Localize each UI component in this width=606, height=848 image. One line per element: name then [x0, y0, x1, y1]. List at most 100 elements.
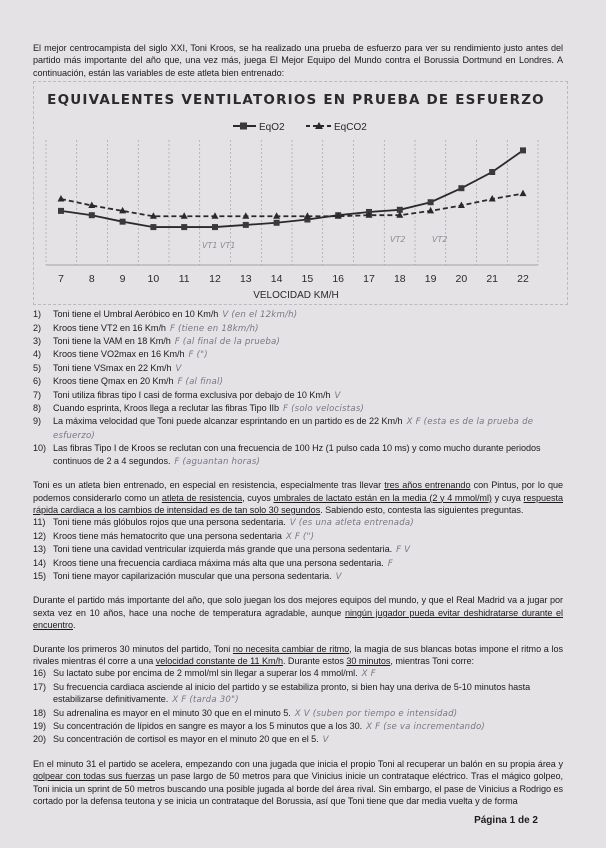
handwritten-answer: V: [322, 735, 329, 746]
question-text: Toni tiene el Umbral Aeróbico en 10 Km/h: [53, 309, 219, 320]
eqo2-point: [88, 212, 95, 219]
legend-eqco2-label: EqCO2: [334, 122, 367, 133]
series-line-eqco2: [60, 192, 524, 218]
chart-title: EQUIVALENTES VENTILATORIOS EN PRUEBA DE …: [47, 92, 545, 108]
eqo2-point: [458, 185, 465, 192]
eqo2-point: [520, 147, 526, 154]
question-number: 12): [33, 530, 46, 541]
ventilatory-chart: EQUIVALENTES VENTILATORIOS EN PRUEBA DE …: [33, 81, 568, 306]
x-tick-label: 15: [302, 273, 314, 285]
handwritten-answer: F ("): [188, 350, 208, 361]
underlined-text: tres años entrenando: [384, 480, 471, 491]
question-number: 18): [33, 707, 46, 718]
eqo2-point: [150, 224, 157, 231]
text-segment: Toni es un atleta bien entrenado, en esp…: [33, 480, 385, 491]
question-text: Kroos tiene VT2 en 16 Km/h: [53, 322, 166, 333]
text-segment: , la magia de sus blancas botas impone e…: [33, 643, 563, 666]
eqco2-point: [242, 212, 250, 219]
question-item: 1) Toni tiene el Umbral Aeróbico en 10 Km…: [33, 308, 563, 321]
question-body: Su frecuencia cardiaca asciende al inici…: [53, 681, 563, 707]
handwritten-answer: X V (suben por tiempo e intensidad): [294, 708, 458, 719]
question-text: Kroos tiene más hematocrito que una pers…: [53, 530, 282, 541]
handwritten-answer: F V: [396, 545, 411, 556]
paragraph-first-30-min: Durante los primeros 30 minutos del part…: [33, 643, 563, 668]
x-tick-label: 14: [271, 273, 283, 285]
questions-16-20: 16) Su lactato sube por encima de 2 mmol/…: [33, 667, 563, 746]
chart-svg: EQUIVALENTES VENTILATORIOS EN PRUEBA DE …: [45, 92, 545, 301]
underlined-text: umbrales de lactato están en la media (2…: [273, 492, 492, 503]
question-text: Toni tiene la VAM en 18 Km/h: [53, 336, 171, 347]
eqco2-point: [334, 212, 342, 219]
plot-area: 7 8 9 10 11 12 13 14 15 16 17 18 19 20 21 22: [45, 140, 539, 285]
text-segment: En el minuto 31 el partido se acelera, e…: [33, 758, 563, 769]
handwritten-answer: V: [175, 363, 182, 374]
question-item: 4) Kroos tiene VO2max en 16 Km/h F ("): [33, 348, 563, 361]
handwritten-vt2: VT2: [390, 235, 405, 244]
question-item: 6) Kroos tiene Qmax en 20 Km/h F (al final…: [33, 375, 563, 388]
x-tick-label: 22: [517, 273, 529, 285]
question-text: Cuando esprinta, Kroos llega a reclutar …: [53, 403, 280, 414]
question-number: 19): [33, 721, 46, 731]
series-line-eqo2: [60, 149, 524, 229]
question-item: 17) Su frecuencia cardiaca asciende al in…: [33, 681, 563, 707]
question-number: 3): [33, 336, 41, 347]
question-text: Toni tiene mayor capilarización muscular…: [53, 570, 332, 581]
questions-1-10: 1) Toni tiene el Umbral Aeróbico en 10 Km…: [33, 308, 563, 468]
question-body: La máxima velocidad que Toni puede alcan…: [53, 415, 563, 442]
x-tick-label: 7: [58, 273, 64, 285]
x-tick-label: 10: [148, 273, 160, 285]
eqco2-point: [457, 201, 465, 209]
underlined-text: velocidad constante de 11 Km/h: [155, 655, 283, 666]
legend-eqo2-label: EqO2: [259, 122, 285, 133]
x-tick-label: 9: [120, 273, 126, 285]
eqco2-point: [396, 211, 404, 218]
question-body: Toni tiene la VAM en 18 Km/h F (al final …: [53, 335, 563, 348]
handwritten-answer: X F ("): [285, 531, 315, 542]
x-tick-label: 11: [179, 273, 190, 285]
handwritten-vt2-second: VT2: [432, 235, 447, 244]
eqco2-point: [303, 212, 311, 219]
eqo2-point: [242, 222, 249, 229]
question-body: Toni tiene más glóbulos rojos que una pe…: [53, 516, 563, 529]
eqo2-point: [212, 224, 218, 231]
question-item: 14) Kroos tiene una frecuencia cardiaca m…: [33, 557, 563, 570]
handwritten-answer: X F (esta es de la prueba de esfuerzo): [53, 417, 534, 441]
question-body: Kroos tiene Qmax en 20 Km/h F (al final): [53, 375, 563, 388]
paragraph-athlete: Toni es un atleta bien entrenado, en esp…: [33, 479, 563, 516]
handwritten-answer: F (al final de la prueba): [174, 337, 281, 348]
text-segment: .: [73, 620, 76, 631]
question-item: 13) Toni tiene una cavidad ventricular iz…: [33, 543, 563, 556]
x-tick-label: 8: [89, 273, 95, 285]
question-item: 19) Su concentración de lípidos en sangre…: [33, 720, 563, 733]
question-number: 14): [33, 557, 46, 568]
handwritten-answer: X F (se va incrementando): [366, 722, 485, 732]
eqo2-point: [304, 216, 311, 223]
question-text: Toni tiene una cavidad ventricular izqui…: [53, 544, 393, 555]
question-item: 18) Su adrenalina es mayor en el minuto 3…: [33, 707, 563, 720]
question-number: 13): [33, 544, 46, 555]
legend-eqo2-marker: [240, 122, 247, 130]
eqco2-point: [88, 201, 96, 209]
question-number: 7): [33, 389, 41, 400]
question-number: 16): [33, 668, 46, 679]
question-number: 20): [33, 734, 46, 745]
question-item: 11) Toni tiene más glóbulos rojos que una…: [33, 516, 563, 529]
question-body: Toni tiene mayor capilarización muscular…: [53, 570, 563, 583]
handwritten-answer: F (solo velocistas): [283, 404, 365, 415]
question-number: 1): [33, 309, 41, 320]
question-text: Su adrenalina es mayor en el minuto 30 q…: [53, 707, 291, 718]
text-segment: , mientras Toni corre:: [390, 655, 475, 666]
question-body: Su adrenalina es mayor en el minuto 30 q…: [53, 707, 563, 720]
eqco2-point: [180, 212, 188, 219]
eqo2-point: [273, 219, 280, 226]
handwritten-answer: V (en el 12km/h): [222, 310, 298, 321]
handwritten-answer: X F (tarda 30"): [172, 695, 239, 706]
handwritten-answer: X F: [361, 669, 376, 680]
eqco2-point: [149, 212, 157, 219]
question-item: 8) Cuando esprinta, Kroos llega a recluta…: [33, 402, 563, 415]
question-body: Toni tiene una cavidad ventricular izqui…: [53, 543, 563, 556]
question-body: Kroos tiene una frecuencia cardiaca máxi…: [53, 557, 563, 570]
question-number: 6): [33, 376, 41, 387]
eqo2-point: [58, 208, 64, 215]
underlined-text: atleta de resistencia: [161, 492, 243, 503]
